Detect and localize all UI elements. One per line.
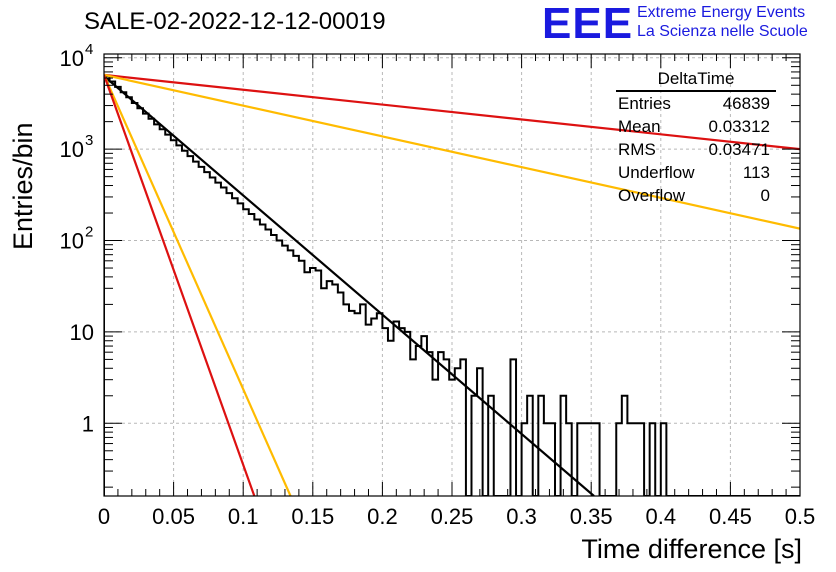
x-tick-label: 0.2 [367,504,398,529]
fit-line-3 [104,74,292,496]
stats-label: RMS [618,140,656,159]
stats-label: Overflow [618,186,686,205]
eee-logo-text: Extreme Energy Events La Scienza nelle S… [637,3,808,41]
y-tick-label-exponent: 4 [85,41,93,58]
stats-row-entries: Entries 46839 [612,92,776,115]
stats-value: 46839 [722,94,770,113]
eee-logo-line1: Extreme Energy Events [637,4,806,21]
tick-labels: 0 0.05 0.1 0.15 0.2 0.25 0.3 0.35 0.4 0.45 0.5 1 10 1… [60,41,816,529]
x-tick-label: 0.35 [570,504,613,529]
eee-logo-mark: EEE [542,0,634,48]
x-tick-label: 0.25 [431,504,474,529]
x-tick-label: 0.15 [291,504,334,529]
fit-line-1 [104,73,800,151]
fit-line-2 [104,73,800,230]
stats-label: Mean [618,117,661,136]
x-axis-label: Time difference [s] [581,534,802,564]
stats-label: Underflow [618,163,695,182]
histogram-title: SALE-02-2022-12-12-00019 [84,8,386,35]
y-tick-label-exponent: 3 [85,132,93,149]
y-tick-label-exponent: 2 [85,224,93,241]
x-tick-label: 0.3 [506,504,537,529]
eee-logo-line2: La Scienza nelle Scuole [637,23,808,40]
fit-line-0 [104,75,595,496]
stats-name: DeltaTime [616,68,776,92]
stats-value: 113 [742,163,770,182]
fit-line-4 [104,74,256,496]
stats-label: Entries [618,94,671,113]
y-tick-label: 10 [60,46,84,71]
histogram-outline [104,75,800,496]
x-tick-label: 0 [98,504,110,529]
x-tick-label: 0.1 [228,504,259,529]
axis-ticks [103,54,801,496]
stats-value: 0 [760,186,770,205]
x-tick-label: 0.5 [785,504,816,529]
stats-row-mean: Mean 0.03312 [612,115,776,138]
stats-value: 0.03312 [708,117,770,136]
x-tick-label: 0.4 [646,504,677,529]
y-tick-label: 1 [82,411,94,436]
y-axis-label: Entries/bin [8,122,38,250]
x-tick-label: 0.45 [709,504,752,529]
plot-content [104,73,800,496]
stats-row-underflow: Underflow 113 [612,161,776,184]
stats-row-rms: RMS 0.03471 [612,138,776,161]
y-tick-label: 10 [60,229,84,254]
stats-row-overflow: Overflow 0 [612,184,776,207]
stats-box: DeltaTime Entries 46839 Mean 0.03312 RMS… [612,68,776,207]
y-tick-label: 10 [60,137,84,162]
x-tick-label: 0.05 [152,504,195,529]
stats-value: 0.03471 [708,140,770,159]
y-tick-label: 10 [70,320,94,345]
